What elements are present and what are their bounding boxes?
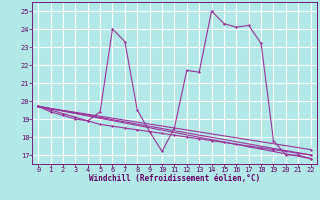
X-axis label: Windchill (Refroidissement éolien,°C): Windchill (Refroidissement éolien,°C) bbox=[89, 174, 260, 183]
